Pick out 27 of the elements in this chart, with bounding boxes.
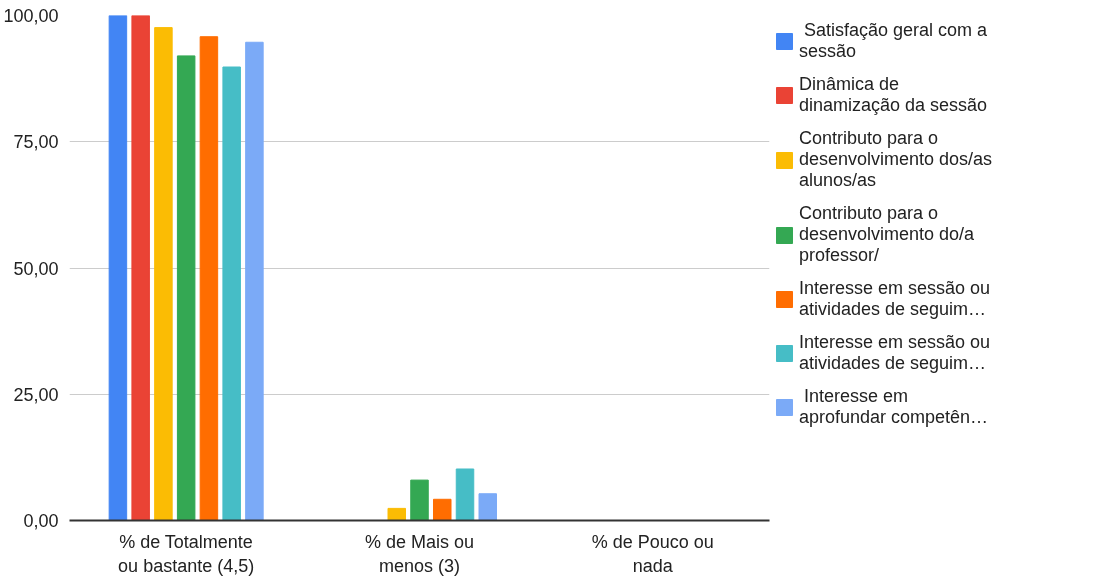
legend-label: Interesse em aprofundar competên…	[799, 386, 989, 428]
bar	[131, 15, 150, 521]
legend-label: Dinâmica de dinamização da sessão	[799, 74, 988, 116]
x-tick-label: % de Pouco ou nada	[591, 531, 714, 576]
legend-label: Contributo para o desenvolvimento dos/as alunos/as	[799, 128, 993, 191]
legend-label: Interesse em sessão ou atividades de seguim…	[799, 278, 991, 320]
bar	[222, 66, 241, 521]
bar	[433, 498, 452, 521]
bar	[199, 36, 219, 521]
legend-label: Satisfação geral com a sessão	[799, 20, 988, 62]
bar	[455, 468, 475, 521]
bar	[245, 41, 264, 521]
bar	[108, 15, 128, 521]
bar	[176, 55, 196, 521]
bar	[154, 27, 173, 521]
bar	[478, 493, 497, 521]
y-tick-label: 50,00	[13, 258, 59, 279]
x-tick-label: % de Totalmente ou bastante (4,5)	[118, 531, 255, 576]
bar	[387, 507, 406, 521]
y-tick-label: 100,00	[3, 6, 59, 26]
legend-label: Interesse em sessão ou atividades de seguim…	[799, 332, 991, 374]
legend-label: Contributo para o desenvolvimento do/a professor/	[799, 203, 975, 266]
y-tick-label: 25,00	[13, 384, 59, 405]
x-tick-label: % de Mais ou menos (3)	[364, 531, 475, 576]
y-tick-label: 0,00	[23, 511, 59, 531]
bar	[410, 479, 429, 521]
y-tick-label: 75,00	[13, 132, 59, 153]
